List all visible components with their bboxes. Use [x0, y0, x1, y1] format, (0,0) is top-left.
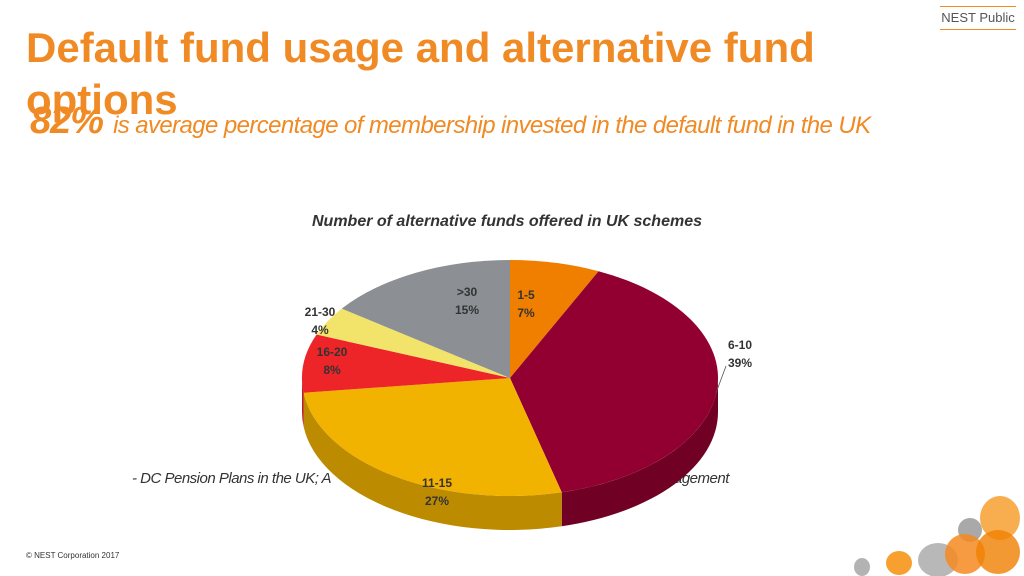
slice-category-label: 11-15 [422, 476, 452, 490]
stat-value: 82% [30, 100, 104, 142]
source-text-end: agement [674, 470, 729, 487]
deco-circle [945, 534, 985, 574]
source-note: - DC Pension Plans in the UK; A agement [132, 470, 729, 487]
pie-slice->30 [341, 260, 510, 378]
pie-slice-6-10 [510, 271, 719, 493]
classification-badge: NEST Public [940, 6, 1016, 30]
leader-line [715, 365, 727, 394]
page-title: Default fund usage and alternative fund … [26, 24, 815, 123]
deco-circle [854, 558, 870, 576]
source-text: - DC Pension Plans in the UK; A [132, 470, 332, 487]
deco-circle [886, 551, 912, 575]
pie-side-6-10 [561, 378, 718, 527]
slice-value-label: 39% [728, 356, 752, 370]
slice-value-label: 8% [323, 363, 341, 377]
pie-sides [302, 378, 718, 530]
chart-title: Number of alternative funds offered in U… [312, 213, 702, 230]
pie-slice-21-30 [316, 308, 510, 378]
slice-value-label: 15% [455, 303, 479, 317]
slice-category-label: 16-20 [317, 345, 348, 359]
pie-slice-16-20 [302, 334, 510, 393]
stat-text: is average percentage of membership inve… [113, 112, 871, 139]
pie-slices [302, 260, 719, 496]
slice-category-label: 1-5 [517, 288, 535, 302]
slice-value-label: 27% [425, 494, 449, 508]
slice-category-label: >30 [457, 285, 478, 299]
copyright: © NEST Corporation 2017 [26, 551, 120, 560]
slice-category-label: 6-10 [728, 338, 752, 352]
pie-labels: 1-5 7% 6-10 39% 11-15 27% 16-20 8% 21-30 4% >30 15% [305, 285, 753, 508]
pie-side-16-20 [302, 378, 304, 427]
pie-slice-1-5 [510, 260, 599, 378]
deco-circle [976, 530, 1020, 574]
pie-slice-11-15 [303, 378, 562, 496]
headline-stat: 82% is average percentage of membership i… [30, 100, 871, 143]
slice-category-label: 21-30 [305, 305, 336, 319]
deco-circle [980, 496, 1020, 540]
slice-value-label: 7% [517, 306, 535, 320]
slice-value-label: 4% [311, 323, 329, 337]
pie-side-11-15 [303, 392, 562, 530]
